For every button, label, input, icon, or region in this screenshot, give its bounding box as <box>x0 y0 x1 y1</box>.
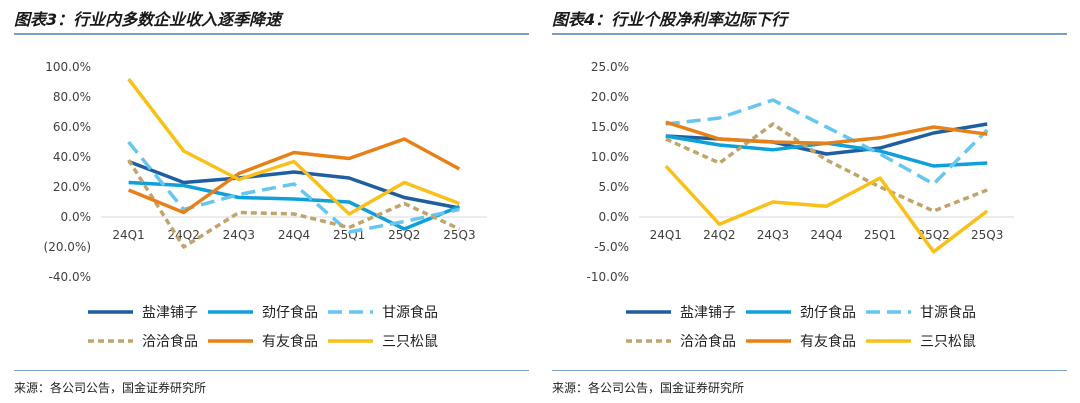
source-note: 来源：各公司公告，国金证券研究所 <box>14 381 207 395</box>
y-tick-label: 5.0% <box>599 180 630 194</box>
y-tick-label: 20.0% <box>53 180 91 194</box>
legend-label: 劲仔食品 <box>262 304 318 321</box>
y-tick-label: 15.0% <box>591 120 629 134</box>
legend-label: 盐津铺子 <box>142 305 198 321</box>
legend-item: 洽洽食品 <box>626 333 736 350</box>
legend-item: 有友食品 <box>746 333 856 350</box>
y-tick-label: 0.0% <box>599 210 630 224</box>
y-tick-label: 80.0% <box>53 90 91 104</box>
legend-item: 甘源食品 <box>328 304 438 321</box>
legend-item: 盐津铺子 <box>626 305 736 321</box>
series-line-三只松鼠 <box>127 77 461 216</box>
y-tick-label: 25.0% <box>591 60 629 74</box>
x-tick-label: 24Q2 <box>703 228 735 242</box>
legend-label: 有友食品 <box>262 333 318 350</box>
chart-panel-margin: 图表4：行业个股净利率边际下行 -10.0% -5.0% 0.0% 5.0% 10.0%… <box>552 0 1080 403</box>
legend-item: 有友食品 <box>208 333 318 350</box>
legend-label: 有友食品 <box>800 333 856 350</box>
series-line-洽洽食品 <box>127 159 461 249</box>
legend-label: 三只松鼠 <box>920 334 976 350</box>
legend-item: 盐津铺子 <box>88 305 198 321</box>
source-divider <box>14 370 529 371</box>
legend-label: 甘源食品 <box>382 304 438 321</box>
legend-label: 盐津铺子 <box>680 305 736 321</box>
x-tick-label: 25Q1 <box>864 228 896 242</box>
legend-item: 三只松鼠 <box>866 334 976 350</box>
y-tick-label: 40.0% <box>53 150 91 164</box>
legend-label: 甘源食品 <box>920 304 976 321</box>
x-tick-label: 24Q3 <box>223 228 255 242</box>
legend-label: 三只松鼠 <box>382 334 438 350</box>
y-tick-label: 10.0% <box>591 150 629 164</box>
y-tick-label: 0.0% <box>61 210 92 224</box>
y-tick-label: (20.0%) <box>44 240 91 254</box>
source-note: 来源：各公司公告，国金证券研究所 <box>552 381 745 395</box>
revenue-growth-chart: -40.0% (20.0%) 0.0% 20.0% 40.0% 60.0% 80.0% 100… <box>44 60 487 350</box>
chart-title: 图表3：行业内多数企业收入逐季降速 <box>14 10 282 29</box>
series-line-劲仔食品 <box>128 180 461 231</box>
legend-label: 洽洽食品 <box>142 333 198 350</box>
title-divider <box>552 33 1067 35</box>
series-line-有友食品 <box>665 120 988 145</box>
series-line-有友食品 <box>127 137 461 215</box>
title-divider <box>14 33 529 35</box>
legend-label: 劲仔食品 <box>800 304 856 321</box>
x-tick-label: 24Q1 <box>112 228 144 242</box>
legend-item: 劲仔食品 <box>208 304 318 321</box>
legend-item: 洽洽食品 <box>88 333 198 350</box>
series-line-盐津铺子 <box>127 159 460 210</box>
source-divider <box>552 370 1067 371</box>
chart-title: 图表4：行业个股净利率边际下行 <box>552 10 788 29</box>
y-tick-label: -40.0% <box>49 270 91 284</box>
x-tick-label: 25Q3 <box>971 228 1003 242</box>
y-tick-label: -5.0% <box>594 240 629 254</box>
x-tick-label: 25Q2 <box>388 228 420 242</box>
x-tick-label: 24Q4 <box>810 228 842 242</box>
series-line-甘源食品 <box>127 140 460 234</box>
legend-label: 洽洽食品 <box>680 333 736 350</box>
series-line-甘源食品 <box>665 98 989 186</box>
y-tick-label: -10.0% <box>587 270 629 284</box>
legend-item: 劲仔食品 <box>746 304 856 321</box>
series-line-三只松鼠 <box>664 164 989 254</box>
y-tick-label: 20.0% <box>591 90 629 104</box>
x-tick-label: 25Q3 <box>443 228 475 242</box>
x-tick-label: 24Q1 <box>650 228 682 242</box>
x-tick-label: 24Q3 <box>757 228 789 242</box>
y-tick-label: 100.0% <box>45 60 91 74</box>
chart-panel-revenue: 图表3：行业内多数企业收入逐季降速 -40.0% (20.0%) 0.0% 20.0%… <box>14 0 544 403</box>
legend-item: 三只松鼠 <box>328 334 438 350</box>
x-tick-label: 24Q4 <box>278 228 310 242</box>
legend-item: 甘源食品 <box>866 304 976 321</box>
net-margin-chart: -10.0% -5.0% 0.0% 5.0% 10.0% 15.0% 20.0% 25.0% 2… <box>587 60 1014 350</box>
y-tick-label: 60.0% <box>53 120 91 134</box>
